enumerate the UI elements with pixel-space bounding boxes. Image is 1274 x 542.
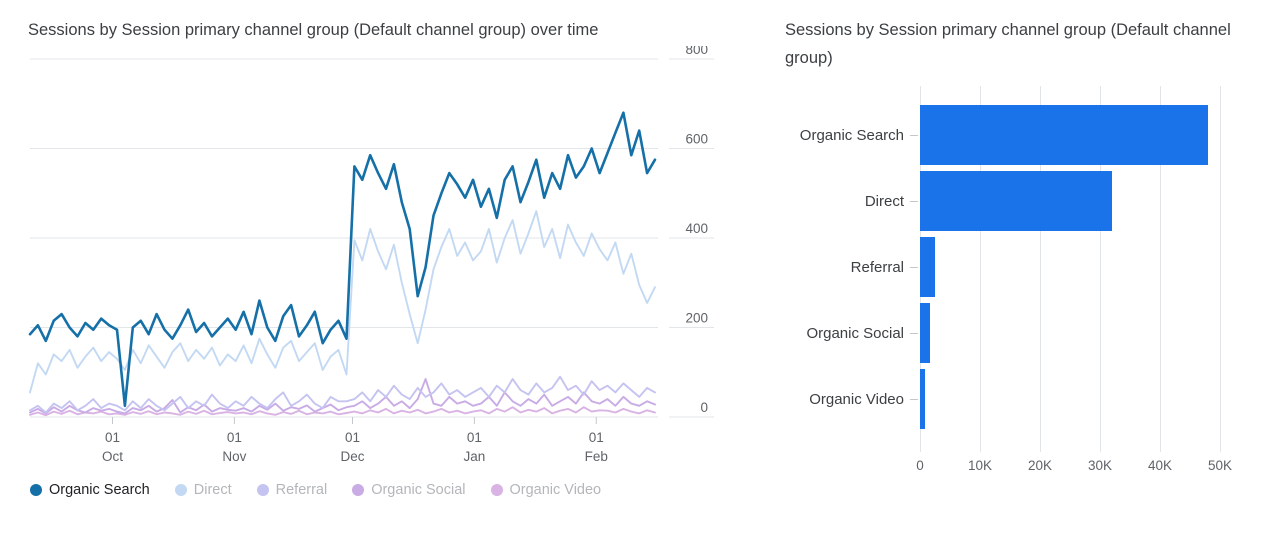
y-axis-label-600: 600 <box>685 132 708 147</box>
x-axis-label-10K: 10K <box>967 458 992 474</box>
x-axis-label-day: 01 <box>105 430 120 445</box>
legend-dot-referral <box>256 484 269 497</box>
bar-row-direct: Direct <box>785 168 1238 234</box>
x-axis-label-0: 0 <box>916 458 924 474</box>
x-axis-label-month: Jan <box>463 449 485 464</box>
bar-track-referral <box>920 237 1238 298</box>
sessions-by-channel-bar-chart: Organic Search Direct Referral Organic Soci… <box>785 86 1247 486</box>
legend-dot-organic-search <box>30 484 42 497</box>
y-axis-label-0: 0 <box>700 400 708 415</box>
legend-item-referral[interactable]: Referral <box>256 482 328 499</box>
bar-chart-panel: Sessions by Session primary channel grou… <box>785 16 1247 486</box>
bar-organic-social[interactable] <box>920 303 931 364</box>
x-axis-label-day: 01 <box>345 430 360 445</box>
sessions-over-time-line-chart: 0 200 400 600 800 01 Oct 01 Nov 01 Dec 01 Jan 01 Feb <box>28 46 714 464</box>
category-tick-organic-search <box>908 134 920 136</box>
y-axis-label-800: 800 <box>685 46 708 57</box>
bar-x-axis: 0 10K 20K 30K 40K 50K <box>916 458 1238 480</box>
category-label-referral: Referral <box>850 258 904 276</box>
bar-direct[interactable] <box>920 171 1112 232</box>
legend-item-organic-social[interactable]: Organic Social <box>352 482 466 499</box>
series-line-referral[interactable] <box>29 375 656 414</box>
bar-row-organic-search: Organic Search <box>785 102 1238 168</box>
category-tick-organic-video <box>908 398 920 400</box>
line-chart-title: Sessions by Session primary channel grou… <box>28 21 599 39</box>
line-chart-legend: Organic Search Direct Referral Organic Soci… <box>28 482 728 498</box>
x-gridline-20K <box>1039 86 1041 453</box>
x-axis-label-day: 01 <box>467 430 482 445</box>
bar-referral[interactable] <box>920 237 935 298</box>
bar-rows: Organic Search Direct Referral Organic Soci… <box>785 102 1238 432</box>
category-label-direct: Direct <box>864 192 904 210</box>
x-axis-label-month: Dec <box>340 449 364 464</box>
category-tick-direct <box>908 200 920 202</box>
x-axis-label-month: Feb <box>585 449 608 464</box>
bar-row-organic-social: Organic Social <box>785 300 1238 366</box>
legend-label-referral: Referral <box>275 482 328 499</box>
legend-item-organic-search[interactable]: Organic Search <box>30 482 150 498</box>
x-gridline-10K <box>979 86 981 453</box>
x-axis-label-month: Nov <box>222 449 246 464</box>
line-chart-panel: Sessions by Session primary channel grou… <box>28 16 728 498</box>
x-axis-label-20K: 20K <box>1027 458 1052 474</box>
legend-dot-organic-social <box>352 484 365 497</box>
legend-item-direct[interactable]: Direct <box>174 482 232 499</box>
bar-track-organic-video <box>920 369 1238 430</box>
bar-track-direct <box>920 171 1238 232</box>
legend-label-direct: Direct <box>193 482 232 499</box>
category-label-organic-search: Organic Search <box>799 126 904 144</box>
bar-organic-search[interactable] <box>920 105 1208 166</box>
legend-item-organic-video[interactable]: Organic Video <box>490 482 602 499</box>
legend-label-organic-video: Organic Video <box>509 482 602 499</box>
bar-track-organic-search <box>920 105 1238 166</box>
bar-row-referral: Referral <box>785 234 1238 300</box>
category-tick-organic-social <box>908 332 920 334</box>
x-gridline-50K <box>1220 86 1221 453</box>
y-axis-label-200: 200 <box>685 311 708 326</box>
legend-dot-organic-video <box>490 484 503 497</box>
bar-track-organic-social <box>920 303 1238 364</box>
x-gridline-30K <box>1100 86 1101 453</box>
y-axis-label-400: 400 <box>685 221 708 236</box>
legend-label-organic-social: Organic Social <box>371 482 466 499</box>
x-axis-label-day: 01 <box>589 430 604 445</box>
x-axis-label-50K: 50K <box>1207 458 1233 474</box>
x-axis-label-month: Oct <box>102 449 123 464</box>
category-tick-referral <box>908 266 920 268</box>
legend-label-organic-search: Organic Search <box>49 482 150 499</box>
x-axis-label-30K: 30K <box>1087 458 1113 474</box>
x-axis-label-day: 01 <box>227 430 242 445</box>
series-line-organic-video[interactable] <box>29 406 656 417</box>
series-line-organic-social[interactable] <box>29 378 656 415</box>
x-axis-label-40K: 40K <box>1147 458 1172 474</box>
category-label-organic-video: Organic Video <box>809 390 904 408</box>
bar-row-organic-video: Organic Video <box>785 366 1238 432</box>
series-line-direct[interactable] <box>29 210 656 394</box>
x-gridline-40K <box>1159 86 1161 453</box>
legend-dot-direct <box>174 484 187 497</box>
bar-organic-video[interactable] <box>920 369 925 430</box>
series-line-organic-search[interactable] <box>28 111 657 408</box>
bar-chart-title: Sessions by Session primary channel grou… <box>785 21 1231 68</box>
category-label-organic-social: Organic Social <box>806 324 904 342</box>
